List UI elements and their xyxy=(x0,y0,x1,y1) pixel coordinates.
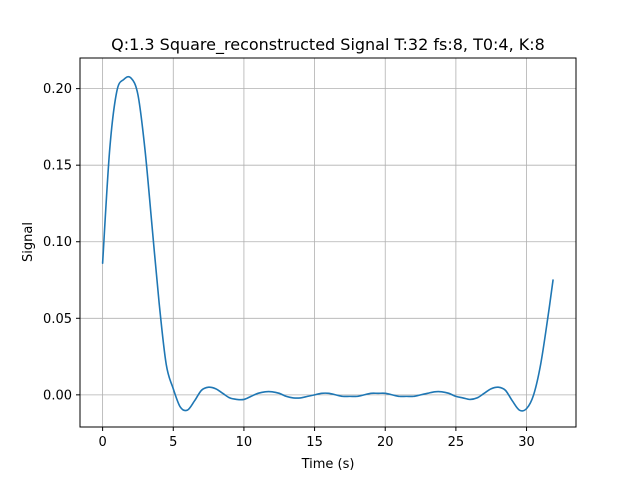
y-tick-label: 0.20 xyxy=(43,82,72,97)
x-tick-label: 0 xyxy=(98,435,106,450)
x-tick-label: 20 xyxy=(377,435,394,450)
grid xyxy=(80,58,576,427)
x-tick-label: 10 xyxy=(236,435,253,450)
y-tick-label: 0.15 xyxy=(43,159,72,174)
plot-frame xyxy=(79,57,577,428)
y-tick-label: 0.05 xyxy=(43,312,72,327)
x-tick-label: 25 xyxy=(448,435,465,450)
x-tick-label: 15 xyxy=(306,435,323,450)
x-tick-label: 30 xyxy=(518,435,535,450)
x-axis-label: Time (s) xyxy=(301,457,355,472)
y-tick-label: 0.00 xyxy=(43,388,72,403)
signal-line xyxy=(101,75,554,412)
x-tick-label: 5 xyxy=(169,435,177,450)
chart-title: Q:1.3 Square_reconstructed Signal T:32 f… xyxy=(111,35,545,55)
y-tick-label: 0.10 xyxy=(43,235,72,250)
series xyxy=(101,75,554,412)
y-axis-label: Signal xyxy=(21,222,36,262)
ticks: 0 5 10 15 20 25 30 0.00 0.05 0.10 0.15 0.20 xyxy=(43,82,535,450)
